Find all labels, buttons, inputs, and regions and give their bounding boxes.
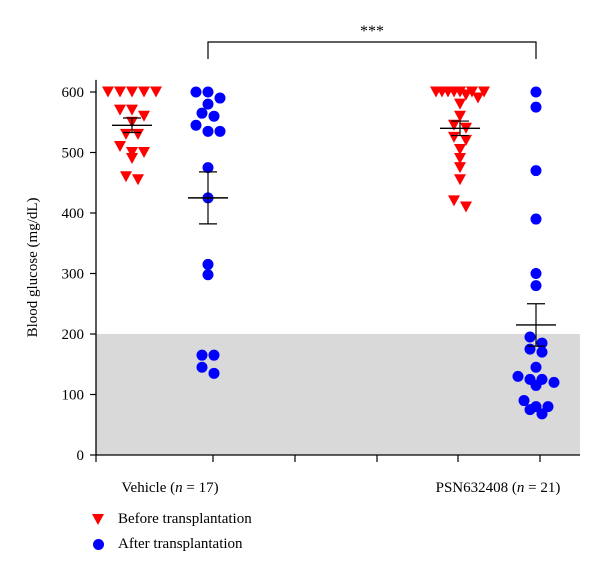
data-point-after xyxy=(542,401,554,413)
triangle-down-icon xyxy=(88,514,108,525)
data-point-before xyxy=(114,104,126,116)
y-tick-label: 0 xyxy=(77,448,85,464)
data-point-before xyxy=(126,147,138,158)
data-point-before xyxy=(454,98,466,110)
data-point-before xyxy=(114,86,126,98)
data-point-after xyxy=(196,361,208,373)
significance-bracket xyxy=(207,41,537,59)
data-point-after xyxy=(524,331,536,343)
data-point-after xyxy=(202,162,214,174)
x-group-label-vehicle: Vehicle (n = 17) xyxy=(121,480,218,496)
data-point-before xyxy=(102,86,114,98)
data-point-after xyxy=(530,165,542,177)
legend-item-before: Before transplantation xyxy=(88,511,252,528)
data-point-before xyxy=(478,86,490,98)
data-point-before xyxy=(138,110,150,122)
data-point-before xyxy=(126,104,138,116)
data-point-before xyxy=(460,201,472,213)
data-point-before xyxy=(132,174,144,186)
data-point-before xyxy=(454,110,466,122)
data-point-after xyxy=(202,98,214,110)
data-point-before xyxy=(454,162,466,174)
data-point-after xyxy=(208,367,220,379)
data-point-before xyxy=(460,134,472,146)
mean-sem-bars xyxy=(112,117,556,347)
data-point-after xyxy=(536,408,548,420)
data-point-after xyxy=(518,395,530,407)
data-point-before xyxy=(126,153,138,165)
data-point-after xyxy=(190,86,202,98)
data-point-before xyxy=(126,86,138,98)
data-point-before xyxy=(454,174,466,186)
x-group-label-psn632408: PSN632408 (n = 21) xyxy=(436,480,561,496)
data-point-before xyxy=(132,128,144,140)
data-point-before xyxy=(466,86,478,98)
data-point-after xyxy=(524,404,536,416)
data-point-before xyxy=(150,86,162,98)
significance-stars: *** xyxy=(360,23,384,40)
data-point-before xyxy=(454,143,466,155)
data-point-after xyxy=(202,86,214,98)
data-point-before xyxy=(114,140,126,152)
data-point-after xyxy=(548,376,560,388)
data-point-after xyxy=(530,213,542,225)
y-axis-label: Blood glucose (mg/dL) xyxy=(25,197,41,337)
legend-label-after: After transplantation xyxy=(118,536,243,552)
data-point-after xyxy=(530,268,542,279)
data-point-before xyxy=(448,86,460,98)
data-point-after xyxy=(530,86,542,98)
data-point-after xyxy=(530,379,542,391)
data-point-before xyxy=(460,89,472,101)
y-tick-label: 200 xyxy=(62,327,85,343)
data-point-before xyxy=(120,171,132,183)
data-point-after xyxy=(190,119,202,131)
data-point-after xyxy=(530,361,542,373)
data-point-after xyxy=(208,349,220,361)
data-point-after xyxy=(202,258,214,270)
circle-icon xyxy=(88,539,108,550)
data-point-before xyxy=(138,147,150,158)
data-point-before xyxy=(454,153,466,165)
data-point-after xyxy=(214,92,226,104)
data-point-before xyxy=(448,195,460,207)
data-point-after xyxy=(536,346,548,358)
data-point-before xyxy=(448,119,460,131)
data-point-before xyxy=(436,86,448,98)
y-tick-label: 100 xyxy=(62,388,85,404)
data-point-before xyxy=(472,92,484,104)
legend-label-before: Before transplantation xyxy=(118,511,252,527)
data-points xyxy=(102,86,560,420)
data-point-after xyxy=(524,343,536,355)
data-point-before xyxy=(138,86,150,98)
data-point-after xyxy=(214,125,226,137)
data-point-after xyxy=(208,110,220,122)
x-ticks xyxy=(95,455,541,462)
data-point-after xyxy=(530,280,542,292)
data-point-after xyxy=(512,370,524,382)
y-tick-label: 300 xyxy=(62,267,85,283)
data-point-after xyxy=(202,125,214,137)
y-tick-label: 500 xyxy=(62,146,85,162)
legend-item-after: After transplantation xyxy=(88,536,243,553)
data-point-after xyxy=(196,107,208,119)
data-point-after xyxy=(530,101,542,113)
y-tick-label: 600 xyxy=(62,85,85,101)
data-point-after xyxy=(202,269,214,281)
data-point-before xyxy=(120,128,132,140)
data-point-before xyxy=(448,131,460,143)
shaded-region xyxy=(96,334,580,455)
y-tick-label: 400 xyxy=(62,206,85,222)
y-ticks: 0 100 200 300 400 500 600 xyxy=(62,85,96,464)
data-point-after xyxy=(196,349,208,361)
